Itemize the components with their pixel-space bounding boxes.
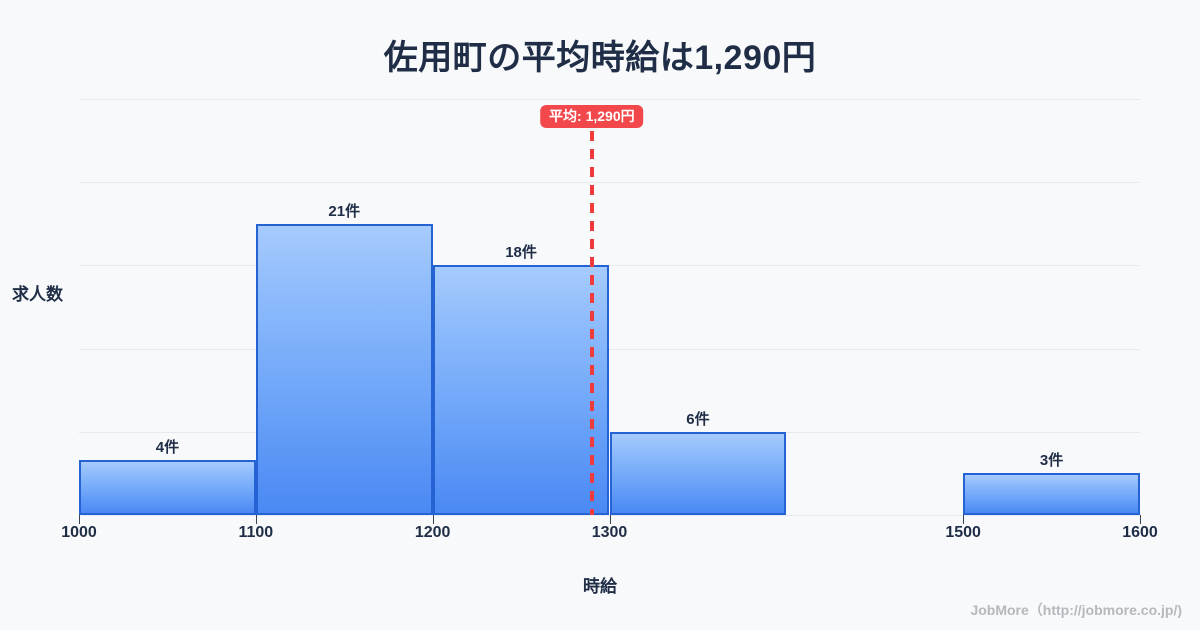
histogram-bar	[963, 473, 1140, 515]
bar-value-label: 4件	[155, 438, 180, 456]
x-tick-mark	[963, 515, 965, 524]
gridline	[79, 99, 1140, 100]
average-badge: 平均: 1,290円	[540, 105, 644, 128]
x-tick-mark	[432, 515, 434, 524]
x-tick-label: 1600	[1122, 524, 1158, 541]
gridline	[79, 265, 1140, 267]
bar-value-label: 3件	[1039, 452, 1064, 470]
average-line	[589, 131, 594, 515]
gridline	[79, 348, 1140, 350]
bar-value-label: 18件	[505, 244, 537, 262]
histogram-bar	[609, 431, 787, 515]
histogram-bar	[79, 459, 256, 515]
chart-title: 佐用町の平均時給は1,290円	[383, 39, 817, 77]
x-tick-mark	[1140, 515, 1141, 524]
x-tick-mark	[609, 515, 611, 524]
gridline	[79, 182, 1140, 184]
x-tick-mark	[255, 515, 257, 524]
x-tick-label: 1300	[591, 524, 628, 541]
x-tick-label: 1000	[61, 524, 97, 541]
histogram-bar	[432, 265, 610, 515]
histogram-bar	[255, 223, 433, 515]
bar-value-label: 6件	[686, 410, 710, 428]
y-axis-title: 求人数	[12, 285, 63, 304]
footer-credit: JobMore（http://jobmore.co.jp/)	[970, 602, 1182, 618]
x-tick-label: 1100	[238, 524, 274, 541]
x-tick-label: 1500	[945, 524, 981, 541]
x-tick-mark	[79, 515, 80, 524]
bar-value-label: 21件	[328, 202, 361, 220]
x-tick-label: 1200	[414, 524, 451, 541]
x-axis-title: 時給	[583, 577, 617, 596]
